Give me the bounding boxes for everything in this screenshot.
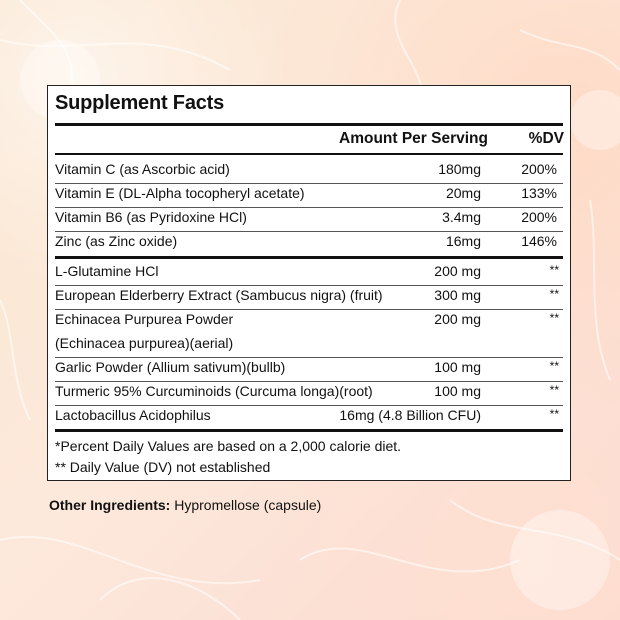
panel-title: Supplement Facts (55, 92, 225, 114)
nutrient-dv: 133% (521, 185, 557, 201)
ingredient-amount: 200 mg (434, 263, 481, 279)
nutrient-dv: 146% (521, 233, 557, 249)
row-divider (55, 183, 563, 184)
ingredient-amount: 16mg (4.8 Billion CFU) (339, 407, 481, 423)
nutrient-name: Vitamin E (DL-Alpha tocopheryl acetate) (55, 185, 305, 201)
ingredient-row: Garlic Powder (Allium sativum)(bullb) 10… (55, 357, 563, 381)
ingredient-row: L-Glutamine HCl 200 mg ** (55, 261, 563, 285)
ingredient-row: Echinacea Purpurea Powder (Echinacea pur… (55, 309, 563, 357)
nutrient-name: Vitamin C (as Ascorbic acid) (55, 161, 230, 177)
divider-thick (55, 429, 563, 432)
supplement-facts-panel: Supplement Facts Amount Per Serving %DV … (47, 85, 571, 481)
footnote-dv: *Percent Daily Values are based on a 2,0… (55, 438, 402, 454)
nutrient-name: Zinc (as Zinc oxide) (55, 233, 178, 249)
other-ingredients-label: Other Ingredients: (49, 497, 171, 513)
ingredient-name: European Elderberry Extract (Sambucus ni… (55, 287, 383, 303)
nutrient-dv: 200% (521, 161, 557, 177)
nutrient-amount: 3.4mg (442, 209, 481, 225)
row-divider (55, 381, 563, 382)
nutrient-amount: 20mg (445, 185, 481, 201)
ingredient-dv: ** (549, 407, 559, 421)
nutrient-dv: 200% (521, 209, 557, 225)
ingredient-row: Turmeric 95% Curcuminoids (Curcuma longa… (55, 381, 563, 405)
nutrient-row: Vitamin E (DL-Alpha tocopheryl acetate) … (55, 183, 563, 207)
ingredient-name: L-Glutamine HCl (55, 263, 159, 279)
row-divider (55, 207, 563, 208)
row-divider (55, 357, 563, 358)
ingredient-amount: 200 mg (434, 311, 481, 327)
ingredient-name: Lactobacillus Acidophilus (55, 407, 211, 423)
nutrient-amount: 16mg (445, 233, 481, 249)
header-amount: Amount Per Serving (339, 130, 488, 147)
nutrient-amount: 180mg (438, 161, 481, 177)
ingredient-amount: 300 mg (434, 287, 481, 303)
row-divider (55, 405, 563, 406)
ingredient-dv: ** (549, 359, 559, 373)
ingredient-dv: ** (549, 311, 559, 325)
ingredient-name: Garlic Powder (Allium sativum)(bullb) (55, 359, 286, 375)
ingredient-row: European Elderberry Extract (Sambucus ni… (55, 285, 563, 309)
ingredient-dv: ** (549, 383, 559, 397)
nutrient-name: Vitamin B6 (as Pyridoxine HCl) (55, 209, 247, 225)
other-ingredients: Other Ingredients: Hypromellose (capsule… (49, 497, 321, 513)
divider-thick (55, 123, 563, 126)
nutrient-row: Vitamin B6 (as Pyridoxine HCl) 3.4mg 200… (55, 207, 563, 231)
header-dv: %DV (528, 130, 564, 147)
row-divider (55, 309, 563, 310)
ingredient-row: Lactobacillus Acidophilus 16mg (4.8 Bill… (55, 405, 563, 429)
divider-header (55, 153, 563, 155)
ingredient-name-line2: (Echinacea purpurea)(aerial) (55, 335, 234, 351)
row-divider (55, 231, 563, 232)
ingredient-name: Turmeric 95% Curcuminoids (Curcuma longa… (55, 383, 373, 399)
row-divider (55, 285, 563, 286)
ingredient-dv: ** (549, 263, 559, 277)
nutrient-row: Zinc (as Zinc oxide) 16mg 146% (55, 231, 563, 255)
nutrient-row: Vitamin C (as Ascorbic acid) 180mg 200% (55, 159, 563, 183)
ingredient-amount: 100 mg (434, 359, 481, 375)
ingredient-amount: 100 mg (434, 383, 481, 399)
divider-thick (55, 256, 563, 259)
ingredient-dv: ** (549, 287, 559, 301)
other-ingredients-value: Hypromellose (capsule) (170, 497, 322, 513)
footnote-not-established: ** Daily Value (DV) not established (55, 459, 271, 475)
ingredient-name: Echinacea Purpurea Powder (55, 311, 234, 327)
